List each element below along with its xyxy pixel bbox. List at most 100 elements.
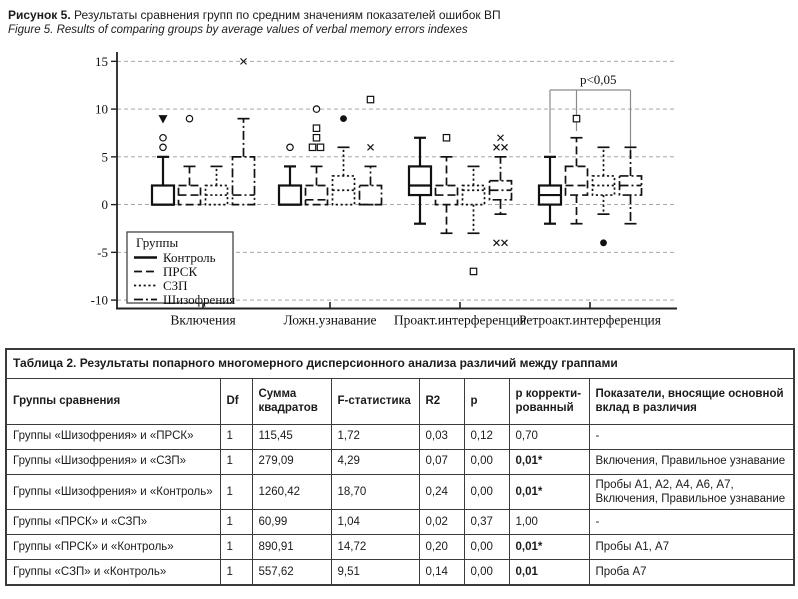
- outlier-triangle-down: [158, 115, 168, 124]
- table-row: Группы «Шизофрения» и «СЗП» 1 279,09 4,29 0,…: [5, 448, 795, 475]
- box-Шизофрения-cat2: [488, 134, 513, 247]
- figure-caption-label: Рисунок 5.: [8, 8, 71, 22]
- cell-p_adj: 0,01: [508, 559, 590, 586]
- outlier-square: [312, 124, 321, 133]
- cell-r2: 0,02: [418, 509, 465, 536]
- cell-p_adj: 0,01*: [508, 534, 590, 561]
- outlier-x: [501, 239, 508, 247]
- box-iqr: [358, 184, 383, 206]
- table-row: Группы «СЗП» и «Контроль» 1 557,62 9,51 0,14…: [5, 559, 795, 586]
- cell-df: 1: [219, 559, 253, 586]
- table-head: Таблица 2. Результаты попарного многомер…: [5, 348, 795, 425]
- outlier-square: [442, 133, 451, 142]
- cell-f: 14,72: [330, 534, 420, 561]
- outlier-circle: [286, 143, 294, 152]
- x-stroke: [497, 134, 504, 142]
- column-header-1: Df: [219, 377, 253, 425]
- outlier-filled-circle: [600, 239, 607, 247]
- box-ПРСК-cat3: [564, 114, 589, 225]
- column-header-2: Сумма квадратов: [251, 377, 332, 425]
- cell-ss: 890,91: [251, 534, 332, 561]
- cell-p_adj: 0,70: [508, 423, 590, 450]
- box-Контроль-cat1: [277, 143, 303, 206]
- figure-caption-en: Figure 5. Results of comparing groups by…: [8, 24, 468, 36]
- outlier-x: [497, 134, 504, 142]
- table-title: Таблица 2. Результаты попарного многомер…: [5, 348, 795, 379]
- legend-label: ПРСК: [163, 264, 197, 279]
- x-category-label: Ретроакт.интерференция: [519, 313, 661, 328]
- outlier-square: [366, 95, 375, 104]
- cell-f: 4,29: [330, 448, 420, 475]
- figure-caption-ru: Рисунок 5. Результаты сравнения групп по…: [8, 8, 501, 23]
- box-СЗП-cat1: [331, 115, 356, 206]
- outlier-square: [316, 143, 325, 152]
- outlier-circle: [185, 114, 194, 123]
- y-tick-label: -5: [97, 245, 108, 260]
- box-Контроль-cat0: [150, 115, 176, 206]
- cell-p: 0,00: [463, 473, 510, 511]
- figure-caption: Рисунок 5. Результаты сравнения групп по…: [8, 8, 501, 37]
- cell-f: 18,70: [330, 473, 420, 511]
- table-row: Группы «Шизофрения» и «Контроль» 1 1260,42…: [5, 473, 795, 511]
- cell-ss: 1260,42: [251, 473, 332, 511]
- table-row: Группы «Шизофрения» и «ПРСК» 1 115,45 1,72 0…: [5, 423, 795, 450]
- column-header-7: Показатели, вносящие основной вклад в ра…: [588, 377, 795, 425]
- y-tick-label: 5: [102, 149, 109, 164]
- cell-df: 1: [219, 423, 253, 450]
- legend-title: Группы: [136, 235, 178, 250]
- table-row: Группы «ПРСК» и «СЗП» 1 60,99 1,04 0,02 0,37 1…: [5, 509, 795, 536]
- cell-p_adj: 0,01*: [508, 448, 590, 475]
- outlier-circle: [159, 133, 167, 142]
- outlier-x: [493, 239, 500, 247]
- x-category-label: Проакт.интерференция: [394, 313, 526, 328]
- cell-f: 9,51: [330, 559, 420, 586]
- column-header-3: F-статистика: [330, 377, 420, 425]
- box-iqr: [461, 184, 486, 206]
- cell-p_adj: 1,00: [508, 509, 590, 536]
- cell-contrib: -: [588, 509, 795, 536]
- x-stroke: [493, 143, 500, 151]
- box-Шизофрения-cat1: [358, 95, 383, 206]
- outlier-filled-circle: [340, 115, 347, 123]
- outlier-square: [312, 133, 321, 142]
- legend-label: СЗП: [163, 278, 188, 293]
- outlier-x: [367, 143, 374, 151]
- cell-df: 1: [219, 534, 253, 561]
- y-tick-label: 10: [95, 102, 108, 117]
- box-Контроль-cat3: [537, 155, 563, 225]
- box-iqr: [407, 165, 433, 197]
- legend-label: Контроль: [163, 250, 216, 265]
- outlier-x: [240, 57, 247, 65]
- box-СЗП-cat0: [204, 165, 229, 206]
- outlier-x: [501, 143, 508, 151]
- table-body: Группы «Шизофрения» и «ПРСК» 1 115,45 1,72 0…: [5, 423, 795, 586]
- x-stroke: [240, 57, 247, 65]
- cell-group: Группы «Шизофрения» и «Контроль»: [5, 473, 221, 511]
- box-ПРСК-cat0: [177, 114, 202, 206]
- outlier-square: [469, 267, 478, 276]
- y-tick-label: 0: [102, 197, 109, 212]
- cell-contrib: Пробы А1, А2, А4, А6, А7, Включения, Пра…: [588, 473, 795, 511]
- column-header-6: p корректи­рованный: [508, 377, 590, 425]
- cell-group: Группы «Шизофрения» и «ПРСК»: [5, 423, 221, 450]
- cell-f: 1,04: [330, 509, 420, 536]
- cell-r2: 0,20: [418, 534, 465, 561]
- legend-label: Шизофрения: [163, 292, 235, 307]
- cell-ss: 60,99: [251, 509, 332, 536]
- cell-r2: 0,03: [418, 423, 465, 450]
- cell-contrib: Пробы А1, А7: [588, 534, 795, 561]
- box-СЗП-cat2: [461, 165, 486, 276]
- figure-caption-text: Результаты сравнения групп по средним зн…: [70, 8, 501, 22]
- column-header-4: R2: [418, 377, 465, 425]
- cell-r2: 0,24: [418, 473, 465, 511]
- outlier-circle: [312, 105, 321, 113]
- cell-r2: 0,14: [418, 559, 465, 586]
- cell-group: Группы «СЗП» и «Контроль»: [5, 559, 221, 586]
- box-iqr: [304, 184, 329, 206]
- cell-r2: 0,07: [418, 448, 465, 475]
- cell-df: 1: [219, 473, 253, 511]
- x-stroke: [367, 143, 374, 151]
- annotation-p-value: p<0,05: [580, 72, 617, 87]
- box-ПРСК-cat2: [434, 133, 459, 235]
